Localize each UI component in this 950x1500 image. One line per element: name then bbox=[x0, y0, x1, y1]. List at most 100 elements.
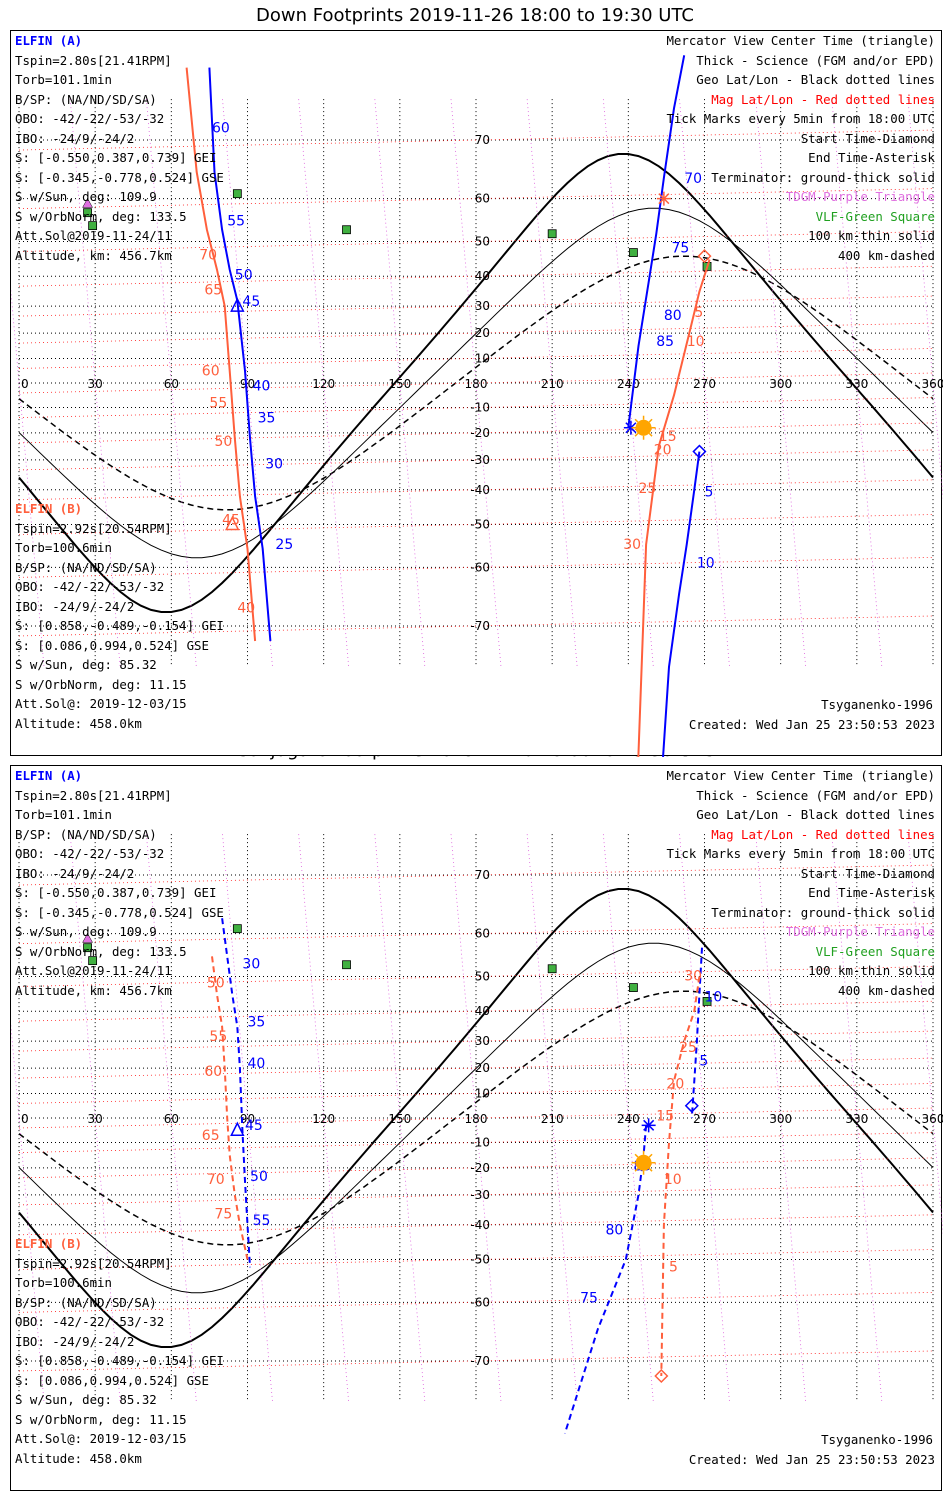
y-tick-label: 10 bbox=[475, 1086, 490, 1100]
info-line: B/SP: (NA/ND/SD/SA) bbox=[15, 1294, 157, 1310]
mag-parallel-line bbox=[18, 923, 934, 945]
track-tick-label: 15 bbox=[659, 429, 677, 445]
conjugate-footprints-map: 0 30 60 90 120 150 180 210 240 270 300 330 360 -70 -60… bbox=[11, 834, 943, 1434]
track-tick-label: 35 bbox=[258, 411, 276, 427]
y-tick-label: 20 bbox=[475, 326, 490, 340]
mag-meridian-line bbox=[450, 99, 502, 667]
elfin-a-info-block: ELFIN (A) Tspin=2.80s[21.41RPM] Torb=101… bbox=[15, 766, 245, 1000]
sun-ray bbox=[648, 432, 653, 437]
start-diamond-marker bbox=[692, 444, 707, 459]
elfin-b-header: ELFIN (B) bbox=[15, 1236, 83, 1251]
track-tick-label: 65 bbox=[202, 1128, 220, 1144]
page-title-down: Down Footprints 2019-11-26 18:00 to 19:3… bbox=[256, 5, 694, 26]
mag-meridian-line bbox=[374, 99, 426, 667]
y-tick-label: 30 bbox=[475, 299, 490, 313]
info-line: Altitude: 458.0km bbox=[15, 1450, 142, 1466]
model-label: Tsyganenko-1996 bbox=[821, 1432, 933, 1447]
y-tick-label: -40 bbox=[470, 1218, 490, 1232]
info-line: S: [-0.345,-0.778,0.524] GSE bbox=[15, 904, 224, 920]
track-tick-label: 55 bbox=[253, 1213, 271, 1229]
x-tick-label: 180 bbox=[465, 377, 488, 391]
y-tick-label: -50 bbox=[470, 1252, 490, 1266]
info-line: OBO: -42/-22/-53/-32 bbox=[15, 846, 165, 861]
info-line: Altitude, km: 456.7km bbox=[15, 247, 172, 263]
mag-meridian-line bbox=[831, 99, 883, 667]
sun-icon bbox=[631, 415, 656, 440]
sun-ray bbox=[634, 1153, 639, 1158]
mag-parallel-line bbox=[18, 129, 934, 151]
tdgm-station-marker bbox=[82, 932, 93, 943]
track-tick-label: 60 bbox=[202, 364, 220, 380]
x-tick-label: 300 bbox=[769, 1112, 792, 1126]
sun-ray bbox=[634, 1167, 639, 1172]
x-tick-label: 330 bbox=[845, 1112, 868, 1126]
track-tick-label: 55 bbox=[227, 214, 245, 230]
mag-parallel-line bbox=[18, 322, 934, 344]
track-tick-label: 45 bbox=[242, 294, 260, 310]
legend-item: Mercator View Center Time (triangle) bbox=[666, 768, 935, 783]
created-timestamp: Created: Wed Jan 25 23:50:53 2023 bbox=[688, 1452, 935, 1467]
legend-item: Geo Lat/Lon - Black dotted lines bbox=[696, 807, 935, 822]
footprint-track-elfin-a bbox=[627, 55, 686, 428]
x-tick-label: 30 bbox=[88, 1112, 103, 1126]
x-tick-label: 90 bbox=[240, 1112, 255, 1126]
info-line: S: [0.858,-0.489,-0.154] GEI bbox=[15, 618, 224, 633]
track-tick-label: 5 bbox=[669, 1259, 678, 1275]
legend-item: End Time-Asterisk bbox=[808, 150, 935, 165]
info-line: B/SP: (NA/ND/SD/SA) bbox=[15, 559, 157, 575]
mag-parallel-line bbox=[18, 449, 934, 471]
sun-ray bbox=[648, 1167, 653, 1172]
y-tick-label: -70 bbox=[470, 619, 490, 633]
legend-item: Thick - Science (FGM and/or EPD) bbox=[696, 787, 935, 803]
y-tick-label: 40 bbox=[475, 269, 490, 283]
track-tick-label: 55 bbox=[209, 1029, 227, 1045]
track-tick-label: 70 bbox=[207, 1172, 225, 1188]
vlf-station-marker bbox=[629, 983, 638, 992]
track-tick-label: 5 bbox=[694, 305, 703, 321]
mag-meridian-line bbox=[755, 834, 807, 1402]
x-tick-label: 0 bbox=[21, 377, 29, 391]
y-tick-label: 50 bbox=[475, 970, 490, 984]
footprint-track-elfin-b bbox=[637, 259, 711, 757]
y-tick-label: 60 bbox=[475, 927, 490, 941]
track-tick-label: 40 bbox=[248, 1056, 266, 1072]
mag-meridian-line bbox=[222, 834, 273, 1402]
x-tick-label: 60 bbox=[164, 377, 179, 391]
center-time-triangle bbox=[230, 1121, 245, 1136]
track-tick-label: 50 bbox=[235, 267, 253, 283]
track-tick-label: 40 bbox=[237, 600, 255, 616]
mag-parallel-line bbox=[18, 1030, 934, 1052]
vlf-station-marker bbox=[232, 189, 242, 199]
vlf-station-marker bbox=[547, 229, 557, 239]
vlf-station-marker bbox=[702, 997, 712, 1006]
sun-ray bbox=[634, 432, 639, 437]
info-line: Torb=100.6min bbox=[15, 540, 112, 555]
mag-meridian-line bbox=[298, 834, 350, 1402]
info-line: S w/Sun, deg: 109.9 bbox=[15, 189, 157, 204]
legend-item: Tick Marks every 5min from 18:00 UTC bbox=[666, 846, 935, 861]
mag-meridian-line bbox=[602, 834, 654, 1402]
info-line: IBO: -24/9/-24/2 bbox=[15, 865, 135, 881]
x-tick-label: 120 bbox=[312, 1112, 335, 1126]
footprint-track-elfin-b bbox=[211, 956, 249, 1260]
track-tick-label: 50 bbox=[207, 976, 225, 992]
footprint-track-elfin-a bbox=[208, 67, 272, 642]
info-line: Tspin=2.92s[20.54RPM] bbox=[15, 520, 172, 536]
y-tick-label: -30 bbox=[470, 1188, 490, 1202]
info-line: Att.Sol@: 2019-12-03/15 bbox=[15, 696, 187, 711]
x-tick-label: 120 bbox=[312, 377, 335, 391]
mag-meridian-line bbox=[679, 834, 730, 1402]
track-tick-label: 10 bbox=[664, 1172, 682, 1188]
mag-parallel-line bbox=[18, 864, 934, 886]
created-timestamp: Created: Wed Jan 25 23:50:53 2023 bbox=[688, 717, 935, 732]
y-tick-label: 30 bbox=[475, 1034, 490, 1048]
info-line: OBO: -42/-22/-53/-32 bbox=[15, 579, 165, 594]
y-tick-label: -10 bbox=[470, 1136, 490, 1150]
legend-item: Tick Marks every 5min from 18:00 UTC bbox=[666, 111, 935, 126]
mag-parallel-line bbox=[18, 1249, 934, 1270]
x-tick-label: 60 bbox=[164, 1112, 179, 1126]
x-tick-label: 240 bbox=[617, 1112, 640, 1126]
legend-item: Start Time-Diamond bbox=[800, 865, 935, 881]
x-tick-label: 360 bbox=[922, 1112, 943, 1126]
legend-item: Start Time-Diamond bbox=[800, 130, 935, 146]
